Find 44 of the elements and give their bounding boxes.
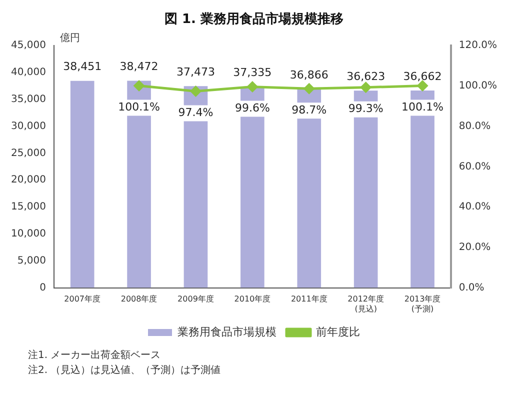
y-tick-label: 40,000	[10, 67, 46, 78]
data-label: 38,451	[63, 60, 102, 74]
data-label: 36,623	[346, 70, 386, 84]
legend-label: 業務用食品市場規模	[178, 325, 276, 338]
y2-tick-label: 40.0%	[458, 202, 491, 213]
text: 注2. （見込）は見込値、（予測）は予測値	[28, 364, 222, 378]
y-tick-label: 10,000	[10, 228, 46, 240]
data-label: 98.7%	[292, 103, 327, 116]
y-tick-label: 45,000	[10, 40, 46, 52]
x-tick-label: 2012年度 (見込)	[348, 294, 384, 314]
x-tick-label: 2010年度	[234, 294, 271, 304]
y2-tick-label: 0.0%	[458, 282, 484, 294]
x-tick-label: 2007年度	[64, 294, 101, 304]
data-label: 97.4%	[178, 106, 214, 120]
x-tick-label: 2011年度	[290, 294, 328, 304]
data-label: 99.6%	[234, 102, 270, 115]
data-label: 38,472	[120, 60, 158, 74]
data-label: 99.3%	[348, 102, 384, 116]
y-tick-label: 30,000	[10, 120, 46, 132]
text: 注1. メーカー出荷金額ベース	[28, 348, 162, 363]
legend-label: 前年度比	[316, 325, 360, 338]
data-label: 36,866	[290, 68, 328, 82]
y-tick-label: 20,000	[10, 174, 46, 186]
data-label: 100.1%	[118, 100, 160, 114]
y-tick-label: 5,000	[17, 255, 46, 266]
data-label: 100.1%	[402, 100, 444, 114]
x-tick-label: 2008年度	[120, 294, 158, 304]
x-tick-label: 2009年度	[178, 294, 214, 304]
y2-tick-label: 60.0%	[458, 161, 491, 172]
y2-tick-label: 100.0%	[458, 80, 498, 92]
y-tick-label: 35,000	[10, 94, 46, 106]
x-tick-label: 2013年度 (予測)	[404, 294, 441, 314]
y-tick-label: 0	[40, 282, 46, 294]
bar	[70, 80, 94, 288]
y2-tick-label: 80.0%	[458, 120, 491, 132]
y2-tick-label: 20.0%	[458, 242, 491, 254]
data-label: 36,662	[403, 70, 442, 83]
y2-tick-label: 120.0%	[458, 40, 498, 52]
y-tick-label: 25,000	[10, 148, 46, 159]
chart-title: 図 1. 業務用食品市場規模推移	[164, 11, 344, 28]
data-label: 37,335	[233, 66, 272, 80]
y-axis-title: 億円	[60, 32, 80, 44]
y-tick-label: 15,000	[10, 202, 46, 213]
data-label: 37,473	[176, 65, 215, 78]
